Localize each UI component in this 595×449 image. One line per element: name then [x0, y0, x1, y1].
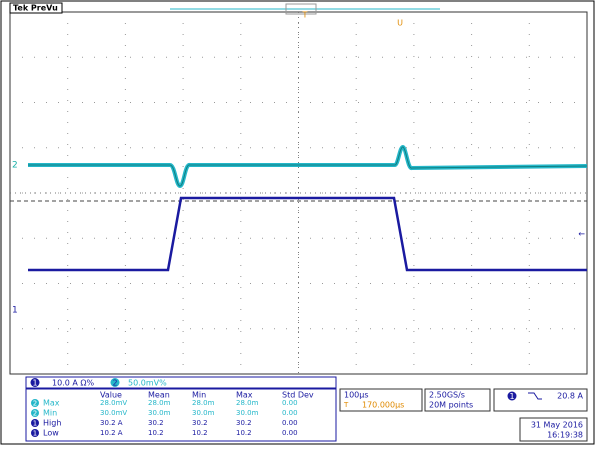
ch1-marker: 1: [12, 306, 18, 316]
row-cell: 30.0mV: [100, 409, 127, 417]
trigger-level-marker: ←: [578, 230, 585, 239]
ch2-badge-text: 2: [112, 379, 117, 388]
row-label: Min: [43, 409, 57, 418]
row-channel: 1: [33, 420, 37, 428]
row-cell: 0.00: [282, 429, 298, 437]
table-header: Max: [236, 391, 253, 400]
edge-icon: [528, 392, 542, 400]
ch1-badge-text: 1: [32, 379, 37, 388]
row-cell: 30.0m: [236, 409, 259, 417]
row-badge: [31, 419, 39, 427]
row-cell: 28.0mV: [100, 399, 127, 407]
timebase-position: 170.000µs: [362, 401, 404, 410]
title: Tek PreVu: [13, 4, 58, 13]
row-label: High: [43, 419, 61, 428]
table-header: Value: [100, 391, 122, 400]
row-cell: 0.00: [282, 419, 298, 427]
ch1-badge: [30, 378, 40, 387]
title-box: [9, 2, 63, 14]
table-header: Min: [192, 391, 206, 400]
row-cell: 10.2: [148, 429, 164, 437]
date: 31 May 2016: [531, 421, 583, 430]
record-length: 20M points: [429, 401, 473, 410]
row-cell: 30.2: [192, 419, 208, 427]
row-channel: 2: [33, 400, 37, 408]
trigger-level: 20.8 A: [557, 392, 583, 401]
acquisition-box: [424, 388, 491, 412]
trigger-marker: T: [302, 11, 308, 20]
row-cell: 30.2: [236, 419, 252, 427]
row-cell: 30.0m: [192, 409, 215, 417]
measurement-table: [25, 388, 337, 442]
ch2-badge: [110, 378, 120, 387]
datetime-box: [519, 417, 588, 442]
ch2-waveform-core: [28, 146, 588, 187]
record-window: [285, 3, 317, 15]
row-cell: 28.0m: [236, 399, 259, 407]
row-channel: 2: [33, 410, 37, 418]
row-cell: 30.0m: [148, 409, 171, 417]
row-label: Low: [43, 429, 59, 438]
grid: [10, 12, 587, 374]
row-cell: 30.2: [148, 419, 164, 427]
timebase-scale: 100µs: [344, 391, 369, 400]
trigger-symbol: T: [343, 401, 349, 409]
ch1-waveform: [28, 196, 587, 272]
row-label: Max: [43, 399, 60, 408]
row-cell: 10.2: [192, 429, 208, 437]
trigger-source: 1: [509, 392, 514, 401]
trigger-source-badge: [507, 391, 517, 401]
row-cell: 0.00: [282, 399, 298, 407]
row-cell: 10.2: [236, 429, 252, 437]
table-header: Std Dev: [282, 391, 314, 400]
ch2-scale: 50.0mV%: [128, 379, 167, 388]
row-badge: [31, 429, 39, 437]
row-cell: 0.00: [282, 409, 298, 417]
row-cell: 30.2 A: [100, 419, 123, 427]
time: 16:19:38: [547, 431, 583, 440]
ch1-scale: 10.0 A Ω%: [52, 379, 94, 388]
row-cell: 28.0m: [192, 399, 215, 407]
row-channel: 1: [33, 430, 37, 438]
sample-rate: 2.50GS/s: [429, 391, 465, 400]
table-header: Mean: [148, 391, 170, 400]
trigger-box: [493, 388, 588, 412]
row-cell: 10.2 A: [100, 429, 123, 437]
row-badge: [31, 409, 39, 417]
cursor-marker: U: [397, 19, 403, 28]
row-cell: 28.0m: [148, 399, 171, 407]
ch2-marker: 2: [12, 161, 18, 171]
row-badge: [31, 399, 39, 407]
channel-bar: [25, 376, 337, 389]
timebase-box: [339, 388, 423, 412]
